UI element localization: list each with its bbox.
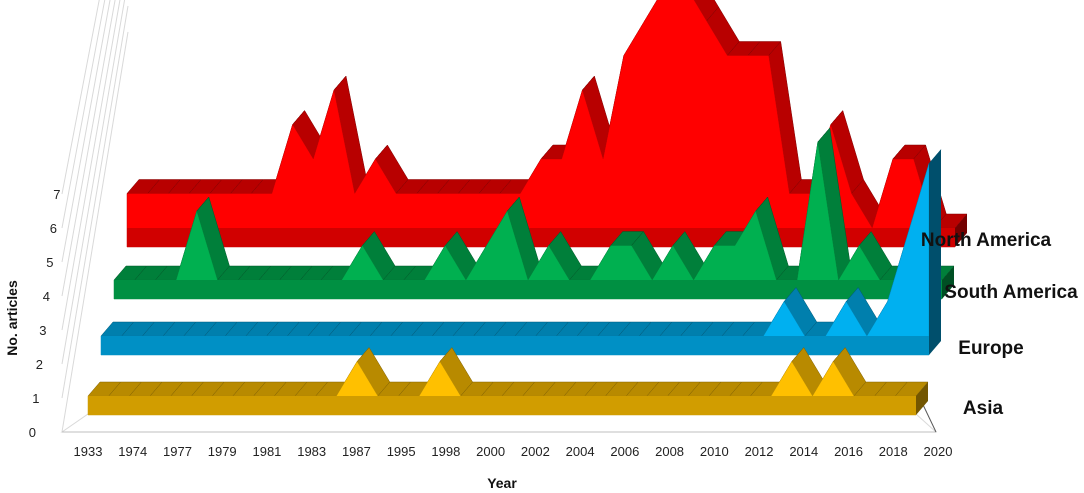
floor-outline xyxy=(60,413,938,433)
y-tick-label: 4 xyxy=(43,289,50,304)
x-tick-label: 1998 xyxy=(431,444,460,459)
y-axis-title: No. articles xyxy=(4,280,20,356)
y-tick-label: 3 xyxy=(39,323,46,338)
ribbon-end-cap xyxy=(929,149,941,355)
y-tick-label: 5 xyxy=(46,255,53,270)
y-tick-label: 6 xyxy=(50,221,57,236)
x-tick-label: 1977 xyxy=(163,444,192,459)
x-tick-label: 2002 xyxy=(521,444,550,459)
series-label-1: South America xyxy=(944,282,1078,303)
series-label-0: North America xyxy=(921,230,1052,251)
series-ribbon xyxy=(113,127,955,300)
gridline-diagonal xyxy=(61,0,116,297)
x-tick-label: 2008 xyxy=(655,444,684,459)
y-tick-label: 7 xyxy=(53,187,60,202)
gridline-diagonal xyxy=(61,5,129,399)
x-tick-label: 1974 xyxy=(118,444,147,459)
x-tick-label: 1981 xyxy=(252,444,281,459)
x-tick-label: 2000 xyxy=(476,444,505,459)
gridline-diagonal xyxy=(61,0,111,263)
series-ribbon xyxy=(100,149,942,356)
x-tick-label: 2006 xyxy=(610,444,639,459)
x-tick-label: 2010 xyxy=(700,444,729,459)
gridline-diagonal xyxy=(61,0,106,229)
x-axis-title: Year xyxy=(487,475,517,491)
x-tick-label: 2004 xyxy=(566,444,595,459)
ribbon-front-face xyxy=(126,0,956,248)
series-ribbon xyxy=(126,0,968,248)
ribbon-end-cap xyxy=(942,266,954,299)
series-label-3: Asia xyxy=(963,398,1004,419)
gridline-diagonal xyxy=(61,0,121,331)
x-tick-label: 1995 xyxy=(387,444,416,459)
x-tick-label: 2018 xyxy=(879,444,908,459)
x-tick-label: 1983 xyxy=(297,444,326,459)
ribbon-base-band xyxy=(88,396,916,415)
x-tick-label: 1979 xyxy=(208,444,237,459)
series-labels: North America South America Europe Asia xyxy=(921,230,1078,419)
x-tick-label: 1933 xyxy=(74,444,103,459)
x-tick-label: 2020 xyxy=(924,444,953,459)
gridline-diagonal xyxy=(61,0,100,195)
ribbon-end-cap xyxy=(955,214,967,247)
gridline-diagonal xyxy=(61,31,129,433)
ribbon-base-band xyxy=(114,280,942,299)
y-tick-label: 0 xyxy=(29,425,36,440)
x-tick-label: 2012 xyxy=(745,444,774,459)
ribbon-base-band xyxy=(101,336,929,355)
series-ribbon xyxy=(87,347,929,416)
series-ribbons xyxy=(87,0,968,416)
ribbon-end-cap xyxy=(916,382,928,415)
y-axis-ticks: 0 1 2 3 4 5 6 7 xyxy=(29,187,61,440)
x-axis-ticks: 1933 1974 1977 1979 1981 1983 1987 1995 1998 2000… xyxy=(74,444,953,459)
y-tick-label: 1 xyxy=(32,391,39,406)
gridline-diagonal xyxy=(61,0,126,365)
x-tick-label: 2014 xyxy=(789,444,818,459)
y-tick-label: 2 xyxy=(36,357,43,372)
x-tick-label: 1987 xyxy=(342,444,371,459)
gridlines xyxy=(61,0,129,433)
x-tick-label: 2016 xyxy=(834,444,863,459)
series-label-2: Europe xyxy=(958,338,1023,359)
